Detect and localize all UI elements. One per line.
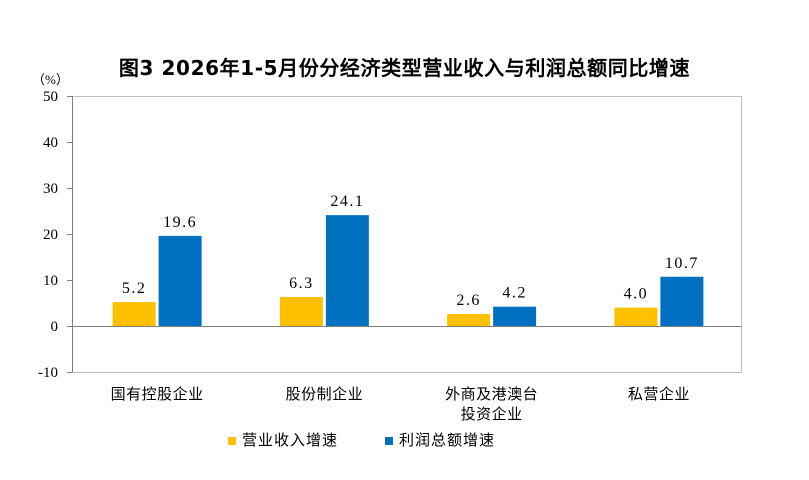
bar-series-2-category-4	[660, 276, 704, 326]
y-tick-label-7: -10	[38, 365, 58, 381]
bar-series-2-category-1	[158, 235, 202, 326]
data-label-series-2-category-3: 4.2	[502, 285, 527, 302]
y-tick-label-3: 30	[43, 181, 58, 197]
data-label-series-1-category-4: 4.0	[624, 286, 649, 303]
data-label-series-2-category-2: 24.1	[330, 193, 364, 210]
legend-swatch-series-2	[385, 437, 394, 445]
data-label-series-1-category-1: 5.2	[122, 280, 147, 297]
bar-series-1-category-2	[279, 297, 323, 326]
y-tick-label-6: 0	[51, 319, 59, 335]
legend-swatch-series-1	[228, 437, 236, 445]
data-label-series-2-category-1: 19.6	[163, 214, 197, 231]
legend-item-series-2: 利润总额增速	[385, 431, 495, 451]
y-tick-label-2: 40	[43, 135, 58, 151]
x-category-label-2: 股份制企业	[285, 387, 364, 403]
bar-series-2-category-3	[493, 306, 537, 326]
legend-label-series-2: 利润总额增速	[399, 433, 496, 449]
x-category-label-4: 私营企业	[627, 387, 690, 403]
plot-area-border	[72, 96, 742, 373]
legend-label-series-1: 营业收入增速	[242, 433, 339, 449]
x-category-label-3: 外商及港澳台投资企业	[445, 387, 539, 423]
legend-item-series-1: 营业收入增速	[228, 431, 338, 451]
y-axis-unit-label: （%）	[32, 72, 69, 87]
bar-series-1-category-4	[614, 307, 658, 326]
y-tick-label-1: 50	[43, 89, 58, 105]
data-label-series-1-category-2: 6.3	[289, 275, 314, 292]
data-label-series-1-category-3: 2.6	[456, 292, 481, 309]
y-tick-label-4: 20	[43, 227, 58, 243]
data-label-series-2-category-4: 10.7	[665, 255, 699, 272]
x-category-label-1: 国有控股企业	[110, 387, 204, 403]
bar-series-2-category-2	[325, 215, 369, 326]
bar-series-1-category-1	[112, 302, 156, 326]
y-tick-label-5: 10	[43, 273, 58, 289]
bar-series-1-category-3	[447, 314, 491, 326]
legend: 营业收入增速 利润总额增速	[228, 431, 495, 451]
chart-title: 图3 2026年1-5月份分经济类型营业收入与利润总额同比增速	[118, 56, 691, 80]
